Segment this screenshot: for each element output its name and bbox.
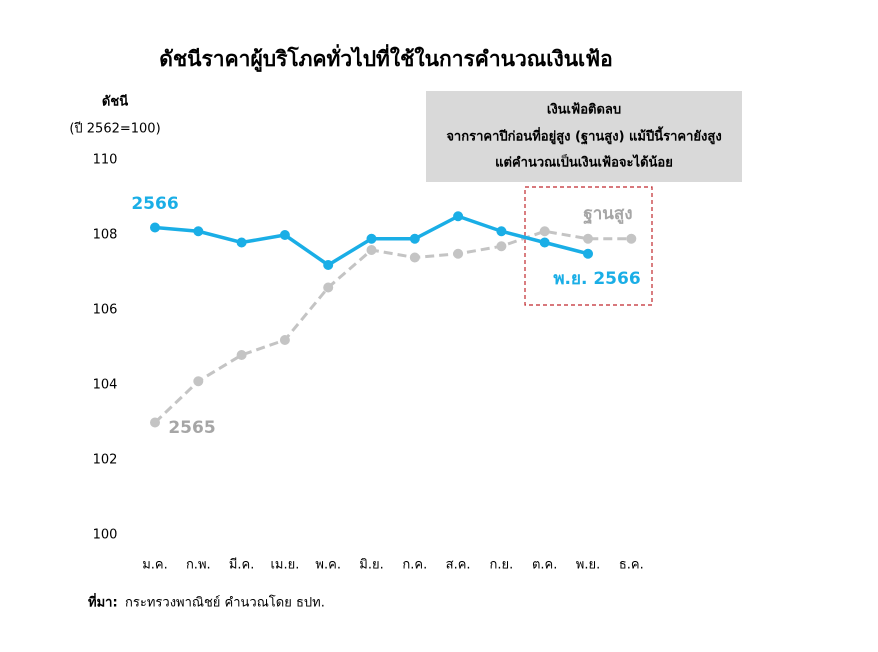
data-point: [453, 248, 464, 259]
annotation-label: ฐานสูง: [583, 204, 632, 225]
data-point: [323, 260, 334, 270]
data-point: [150, 417, 160, 428]
y-tick-label: 100: [93, 528, 118, 543]
annotation-text: แต่คำนวณเป็นเงินเฟ้อจะได้น้อย: [495, 153, 673, 171]
data-point: [236, 350, 247, 360]
annotation-text: เงินเฟ้อติดลบ: [547, 102, 621, 118]
data-point: [323, 282, 334, 293]
x-tick-label: ธ.ค.: [619, 558, 644, 573]
data-point: [366, 233, 377, 244]
x-tick-label: ก.พ.: [186, 558, 211, 573]
y-tick-label: 110: [93, 153, 118, 168]
data-point: [496, 241, 507, 252]
data-point: [193, 376, 204, 387]
data-point: [583, 248, 593, 259]
y-tick-label: 104: [93, 378, 118, 393]
data-point: [279, 335, 290, 345]
x-tick-label: ก.ย.: [490, 558, 514, 573]
data-point: [279, 230, 290, 240]
series-label: 2565: [168, 418, 215, 438]
source: กระทรวงพาณิชย์ คำนวณโดย ธปท.: [125, 595, 325, 611]
data-point: [626, 233, 637, 244]
data-point: [539, 237, 550, 248]
data-point: [409, 252, 420, 263]
annotation-box: [426, 91, 742, 182]
y-tick-label: 108: [93, 228, 118, 243]
series-line: [153, 229, 632, 424]
x-tick-label: ม.ค.: [142, 558, 168, 573]
x-tick-label: พ.ย.: [576, 558, 600, 573]
series-label: 2566: [131, 194, 178, 214]
chart-title: ดัชนีราคาผู้บริโภคทั่วไปที่ใช้ในการคำนวณ…: [159, 43, 612, 73]
x-tick-label: มี.ค.: [229, 557, 255, 573]
y-axis-title: (ปี 2562=100): [69, 121, 160, 137]
y-axis-title: ดัชนี: [102, 94, 128, 110]
data-point: [366, 245, 377, 255]
data-point: [236, 237, 247, 248]
data-point: [453, 211, 464, 222]
x-tick-label: ส.ค.: [446, 558, 471, 573]
highlight-box: [524, 186, 653, 306]
annotation-text: จากราคาปีก่อนที่อยู่สูง (ฐานสูง) แม้ปีนี…: [446, 126, 721, 146]
annotation-label: พ.ย. 2566: [553, 269, 640, 289]
data-point: [150, 222, 160, 233]
x-tick-label: ต.ค.: [532, 558, 557, 573]
data-point: [193, 226, 204, 237]
source-label: ที่มา:: [88, 593, 118, 611]
x-tick-label: เม.ย.: [270, 558, 299, 573]
x-tick-label: พ.ค.: [315, 558, 341, 573]
data-point: [409, 233, 420, 244]
data-point: [496, 226, 507, 237]
x-tick-label: ก.ค.: [402, 558, 427, 573]
y-tick-label: 106: [93, 303, 118, 318]
x-tick-label: มิ.ย.: [359, 558, 383, 573]
y-tick-label: 102: [93, 453, 118, 468]
data-point: [583, 233, 593, 244]
data-point: [539, 226, 550, 237]
